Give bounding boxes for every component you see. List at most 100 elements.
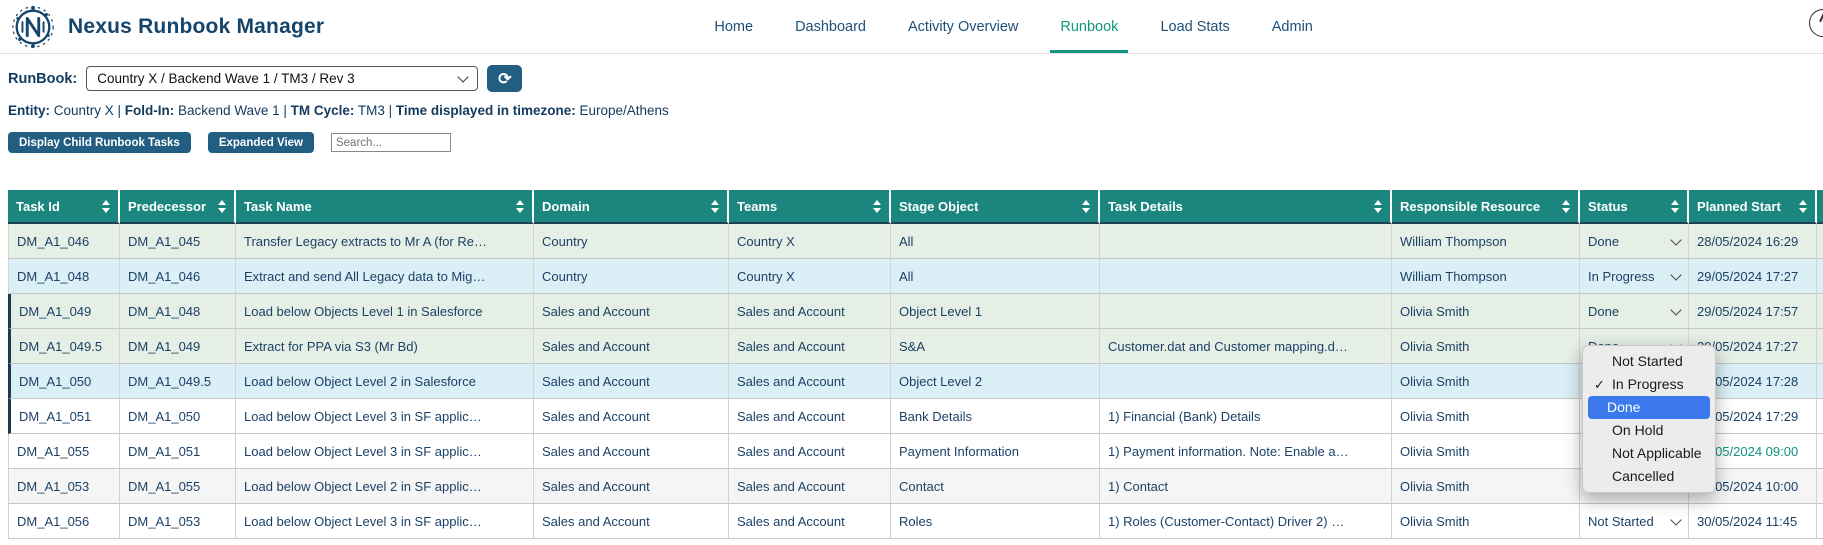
sort-icon (218, 199, 226, 213)
main-nav: Home Dashboard Activity Overview Runbook Loa… (324, 0, 1703, 53)
status-option-done[interactable]: Done (1588, 396, 1710, 419)
search-input[interactable] (330, 133, 451, 152)
meta-label: TM Cycle: (290, 103, 355, 118)
cell-domain: Sales and Account (534, 364, 729, 399)
refresh-button[interactable]: ⟳ (487, 65, 523, 92)
app-logo-icon (12, 5, 54, 48)
status-option-not-started[interactable]: Not Started (1588, 350, 1710, 373)
brand: Nexus Runbook Manager (10, 0, 324, 53)
column-header-domain[interactable]: Domain (534, 190, 729, 224)
status-option-label: Not Started (1612, 353, 1683, 369)
cell-teams: Country X (729, 224, 891, 259)
cell-stage-object: All (891, 224, 1100, 259)
runbook-meta: Entity: Country X | Fold-In: Backend Wav… (8, 103, 669, 118)
toolbar: Display Child Runbook Tasks Expanded Vie… (8, 132, 1823, 153)
table-row: DM_A1_048 DM_A1_046 Extract and send All L… (8, 259, 1823, 294)
cell-resource: Olivia Smith (1392, 364, 1580, 399)
cell-id: DM_A1_048 (8, 259, 120, 294)
runbook-select[interactable]: Country X / Backend Wave 1 / TM3 / Rev 3 (86, 66, 479, 91)
cell-status[interactable]: In Progress (1580, 259, 1689, 294)
app-header: Nexus Runbook Manager Home Dashboard Activ… (0, 0, 1823, 54)
meta-label: Fold-In: (124, 103, 175, 118)
column-header-label: Stage Object (899, 198, 979, 214)
runbook-table: Task Id Predecessor Task Name Domain Teams St… (8, 190, 1823, 539)
status-option-in-progress[interactable]: ✓ In Progress (1588, 373, 1710, 396)
status-option-label: On Hold (1612, 422, 1664, 438)
cell-id: DM_A1_049 (8, 294, 120, 329)
sort-icon (516, 199, 524, 213)
cell-stage-object: Object Level 2 (891, 364, 1100, 399)
column-header-teams[interactable]: Teams (729, 190, 891, 224)
cell-name: Transfer Legacy extracts to Mr A (for Re… (236, 224, 534, 259)
chevron-down-icon (1670, 513, 1682, 526)
column-header-label: Responsible Resource (1400, 198, 1541, 214)
column-header-task-name[interactable]: Task Name (236, 190, 534, 224)
cell-id: DM_A1_050 (8, 364, 120, 399)
nav-item-dashboard[interactable]: Dashboard (795, 18, 866, 35)
cell-status[interactable]: Not Started (1580, 504, 1689, 539)
status-option-on-hold[interactable]: On Hold (1588, 419, 1710, 442)
table-row: DM_A1_049 DM_A1_048 Load below Objects Lev… (8, 294, 1823, 329)
cell-pad (1817, 399, 1823, 434)
column-header-stage-object[interactable]: Stage Object (891, 190, 1100, 224)
cell-pad (1817, 434, 1823, 469)
cell-predecessor: DM_A1_053 (120, 504, 236, 539)
cell-name: Load below Object Level 3 in SF applic… (236, 504, 534, 539)
cell-id: DM_A1_053 (8, 469, 120, 504)
nav-item-runbook[interactable]: Runbook (1050, 0, 1129, 53)
cell-name: Extract and send All Legacy data to Mig… (236, 259, 534, 294)
status-value: Done (1588, 233, 1620, 249)
status-option-cancelled[interactable]: Cancelled (1588, 465, 1710, 488)
cell-planned-start: 29/05/2024 17:57 (1689, 294, 1817, 329)
cell-details (1100, 224, 1392, 259)
cell-stage-object: S&A (891, 329, 1100, 364)
cell-teams: Sales and Account (729, 329, 891, 364)
cell-resource: Olivia Smith (1392, 504, 1580, 539)
runbook-label: RunBook: (8, 70, 78, 87)
cell-name: Load below Object Level 2 in SF applic… (236, 469, 534, 504)
column-header-label: Teams (737, 198, 778, 214)
column-header-responsible-resource[interactable]: Responsible Resource (1392, 190, 1580, 224)
nav-item-activity-overview[interactable]: Activity Overview (908, 18, 1019, 35)
cell-planned-start: 30/05/2024 11:45 (1689, 504, 1817, 539)
column-header-label: Predecessor (128, 198, 207, 214)
table-row: DM_A1_049.5 DM_A1_049 Extract for PPA via … (8, 329, 1823, 364)
cell-pad (1817, 469, 1823, 504)
column-header-pad[interactable] (1817, 190, 1823, 224)
chevron-down-icon (1670, 233, 1682, 246)
cell-status[interactable]: Done (1580, 294, 1689, 329)
cell-pad (1817, 364, 1823, 399)
cell-id: DM_A1_056 (8, 504, 120, 539)
cell-id: DM_A1_051 (8, 399, 120, 434)
sort-icon (873, 199, 881, 213)
cell-resource: William Thompson (1392, 259, 1580, 294)
sort-icon (1082, 199, 1090, 213)
column-header-planned-start[interactable]: Planned Start (1689, 190, 1817, 224)
nav-item-load-stats[interactable]: Load Stats (1160, 18, 1230, 35)
cell-teams: Sales and Account (729, 434, 891, 469)
status-value: Not Started (1588, 513, 1654, 529)
cell-pad (1817, 294, 1823, 329)
column-header-task-details[interactable]: Task Details (1100, 190, 1392, 224)
column-header-task-id[interactable]: Task Id (8, 190, 120, 224)
cell-pad (1817, 259, 1823, 294)
chevron-down-icon (457, 71, 469, 83)
table-row: DM_A1_051 DM_A1_050 Load below Object Leve… (8, 399, 1823, 434)
expanded-view-button[interactable]: Expanded View (207, 132, 314, 153)
column-header-status[interactable]: Status (1580, 190, 1689, 224)
column-header-label: Task Name (244, 198, 312, 214)
column-header-predecessor[interactable]: Predecessor (120, 190, 236, 224)
status-option-not-applicable[interactable]: Not Applicable (1588, 442, 1710, 465)
meta-value: TM3 (354, 103, 385, 118)
cell-details (1100, 259, 1392, 294)
cell-id: DM_A1_055 (8, 434, 120, 469)
cell-resource: Olivia Smith (1392, 329, 1580, 364)
cell-stage-object: Bank Details (891, 399, 1100, 434)
display-child-tasks-button[interactable]: Display Child Runbook Tasks (8, 132, 191, 153)
table-row: DM_A1_046 DM_A1_045 Transfer Legacy extrac… (8, 224, 1823, 259)
cell-stage-object: Object Level 1 (891, 294, 1100, 329)
cell-status[interactable]: Done (1580, 224, 1689, 259)
table-row: DM_A1_053 DM_A1_055 Load below Object Leve… (8, 469, 1823, 504)
nav-item-home[interactable]: Home (714, 18, 754, 35)
nav-item-admin[interactable]: Admin (1271, 18, 1313, 35)
